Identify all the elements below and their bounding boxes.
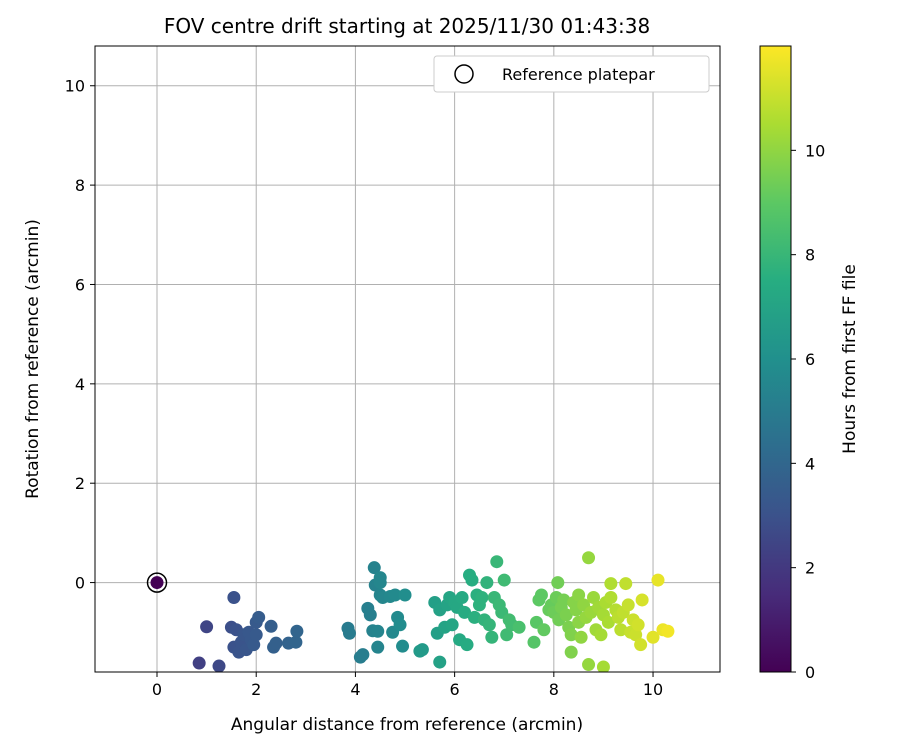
- data-point: [594, 628, 607, 641]
- data-point: [456, 591, 469, 604]
- y-tick-label: 2: [75, 474, 85, 493]
- x-axis-ticks: 0 2 4 6 8 10: [152, 672, 663, 699]
- data-point: [483, 618, 496, 631]
- colorbar: 0 2 4 6 8 10 Hours from first FF file: [760, 46, 860, 682]
- data-point: [200, 620, 213, 633]
- data-point: [213, 660, 226, 673]
- data-point: [622, 598, 635, 611]
- colorbar-tick-label: 2: [805, 559, 815, 578]
- data-point: [582, 658, 595, 671]
- data-point: [394, 618, 407, 631]
- data-point: [485, 631, 498, 644]
- data-point: [604, 577, 617, 590]
- data-point: [399, 588, 412, 601]
- data-point: [636, 593, 649, 606]
- data-point: [446, 618, 459, 631]
- data-point: [193, 657, 206, 670]
- data-point: [490, 555, 503, 568]
- x-tick-label: 10: [643, 680, 663, 699]
- data-point: [565, 646, 578, 659]
- y-tick-label: 10: [65, 77, 85, 96]
- colorbar-tick-label: 4: [805, 454, 815, 473]
- data-point: [575, 631, 588, 644]
- x-tick-label: 2: [251, 680, 261, 699]
- data-point: [364, 608, 377, 621]
- data-point: [661, 625, 674, 638]
- colorbar-tick-label: 8: [805, 246, 815, 265]
- data-point: [619, 577, 632, 590]
- data-point: [433, 656, 446, 669]
- data-point: [537, 623, 550, 636]
- colorbar-gradient: [760, 46, 791, 672]
- y-axis-label: Rotation from reference (arcmin): [23, 219, 43, 499]
- data-points: [193, 551, 675, 673]
- colorbar-tick-label: 10: [805, 141, 825, 160]
- data-point: [250, 628, 263, 641]
- x-tick-label: 4: [350, 680, 360, 699]
- data-point: [527, 636, 540, 649]
- data-point: [227, 591, 240, 604]
- data-point: [465, 574, 478, 587]
- y-axis-ticks: 0 2 4 6 8 10: [65, 77, 95, 593]
- data-point: [480, 576, 493, 589]
- colorbar-ticks: 0 2 4 6 8 10: [791, 141, 825, 682]
- data-point: [551, 576, 564, 589]
- data-point: [634, 638, 647, 651]
- data-point: [416, 643, 429, 656]
- data-point: [290, 625, 303, 638]
- data-point: [513, 621, 526, 634]
- data-point: [498, 574, 511, 587]
- data-point: [396, 640, 409, 653]
- data-point: [371, 641, 384, 654]
- data-point: [535, 588, 548, 601]
- x-axis-label: Angular distance from reference (arcmin): [231, 715, 583, 735]
- colorbar-label: Hours from first FF file: [840, 264, 860, 454]
- data-point: [461, 638, 474, 651]
- data-point: [651, 574, 664, 587]
- reference-point-fill: [151, 576, 164, 589]
- colorbar-tick-label: 0: [805, 663, 815, 682]
- data-point: [252, 611, 265, 624]
- data-point: [632, 618, 645, 631]
- data-point: [604, 591, 617, 604]
- legend-entry-reference-platepar: Reference platepar: [502, 65, 655, 84]
- data-point: [356, 648, 369, 661]
- x-tick-label: 0: [152, 680, 162, 699]
- data-point: [371, 625, 384, 638]
- y-tick-label: 4: [75, 375, 85, 394]
- y-tick-label: 0: [75, 574, 85, 593]
- y-tick-label: 8: [75, 176, 85, 195]
- data-point: [265, 620, 278, 633]
- data-point: [270, 637, 283, 650]
- legend: Reference platepar: [434, 56, 709, 92]
- data-point: [582, 551, 595, 564]
- data-point: [475, 591, 488, 604]
- colorbar-tick-label: 6: [805, 350, 815, 369]
- data-point: [374, 576, 387, 589]
- x-tick-label: 8: [549, 680, 559, 699]
- x-tick-label: 6: [450, 680, 460, 699]
- y-tick-label: 6: [75, 275, 85, 294]
- chart-title: FOV centre drift starting at 2025/11/30 …: [164, 14, 650, 38]
- data-point: [343, 627, 356, 640]
